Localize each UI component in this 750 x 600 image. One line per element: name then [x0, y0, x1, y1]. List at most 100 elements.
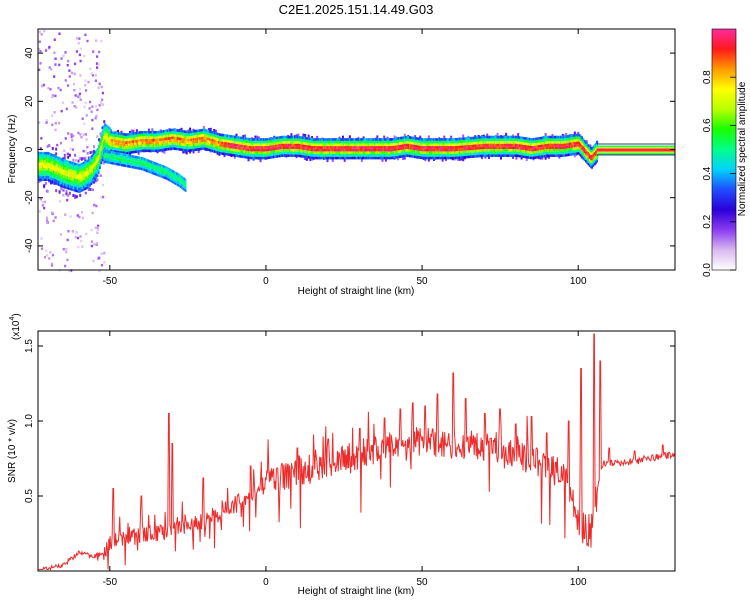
spectrogram-noise-cell: [52, 219, 55, 223]
spectrogram-trace-cell: [497, 135, 500, 139]
spectrogram-trace-cell: [275, 147, 278, 150]
spectrogram-trace-cell: [562, 149, 565, 152]
spectrogram-trace-cell: [267, 148, 270, 152]
spectrogram-trace-cell: [67, 176, 70, 180]
spectrogram-trace-cell: [441, 146, 444, 149]
spectrogram-trace-cell: [72, 188, 75, 192]
spectrogram-trace-cell: [132, 137, 135, 141]
spectrogram-trace-cell: [145, 149, 148, 153]
spectrogram-trace-cell: [140, 144, 143, 147]
spectrogram-trace-cell: [257, 143, 260, 147]
spectrogram-trace-cell: [415, 147, 417, 151]
spectrogram-trace-cell: [180, 140, 183, 143]
spectrogram-trace-cell: [437, 143, 440, 147]
spectrogram-trace-cell: [244, 142, 246, 146]
spectrogram-halo-cell: [220, 150, 223, 154]
spectrogram-trace-cell: [552, 149, 555, 152]
spectrogram-trace-cell: [195, 140, 198, 143]
spectrogram-trace-cell: [511, 149, 514, 152]
spectrogram-trace-cell: [84, 176, 86, 180]
spectrogram-trace-cell: [319, 143, 321, 147]
spectrogram-trace-cell: [332, 143, 335, 147]
spectrogram-trace-cell: [498, 154, 501, 157]
spectrogram-trace-cell: [535, 156, 537, 159]
spectrogram-trace-cell: [296, 151, 299, 155]
spectrogram-trace-cell: [250, 148, 253, 152]
spectrogram-trace-cell: [450, 148, 452, 152]
spectrogram-trace-cell: [266, 143, 269, 146]
spectrogram-trace-cell: [95, 176, 98, 179]
spectrogram-trace-cell: [165, 140, 168, 143]
spectrogram-trace-cell: [274, 136, 276, 140]
spectrogram-trace-cell: [531, 148, 534, 152]
spectrogram-trace-cell: [533, 145, 536, 149]
spectrogram-noise-cell: [68, 69, 71, 72]
spectrogram-trace-cell: [140, 136, 143, 139]
spectrogram-halo-cell: [577, 131, 580, 135]
spectrogram-trace-cell: [480, 136, 482, 139]
spectrogram-trace-cell: [260, 154, 263, 157]
spectrogram-trace-cell: [531, 140, 534, 144]
spectrogram-trace-cell: [363, 148, 366, 152]
spectrogram-trace-cell: [142, 133, 145, 137]
spectrogram-trace-cell: [192, 135, 195, 139]
spectrogram-trace-cell: [486, 151, 489, 155]
spectrogram-trace-cell: [294, 135, 296, 139]
spectrogram-trace-cell: [66, 178, 69, 182]
spectrogram-trace-cell: [60, 160, 63, 164]
spectrogram-halo-cell: [92, 180, 95, 184]
spectrogram-trace-cell: [533, 143, 536, 146]
spectrogram-trace-cell: [301, 136, 304, 140]
spectrogram-trace-cell: [71, 169, 74, 173]
spectrogram-trace-cell: [567, 140, 570, 143]
spectrogram-trace-cell: [488, 154, 491, 157]
spectrogram-halo-cell: [68, 153, 71, 157]
spectrogram-trace-cell: [82, 174, 85, 178]
spectrogram-trace-cell: [302, 136, 305, 140]
spectrogram-trace-cell: [561, 151, 564, 155]
spectrogram-trace-cell: [184, 140, 186, 144]
spectrogram-trace-cell: [69, 176, 71, 180]
spectrogram-noise-cell: [61, 101, 65, 105]
spectrogram-trace-cell: [395, 142, 397, 146]
spectrogram-trace-cell: [154, 136, 156, 139]
spectrogram-trace-cell: [316, 138, 319, 141]
spectrogram-trace-cell: [75, 178, 78, 182]
spectrogram-trace-cell: [246, 140, 249, 143]
spectrogram-trace-cell: [79, 168, 81, 172]
spectrogram-trace-cell: [282, 143, 285, 147]
spectrogram-trace-cell: [260, 151, 263, 155]
spectrogram-trace-cell: [100, 145, 103, 149]
spectrogram-trace-cell: [426, 138, 429, 141]
spectrogram-trace-cell: [510, 141, 512, 144]
spectrogram-trace-cell: [387, 154, 390, 157]
spectrogram-trace-cell: [57, 178, 60, 181]
spectrogram-trace-cell: [421, 143, 424, 146]
spectrogram-trace-cell: [74, 173, 76, 176]
spectrogram-trace-cell: [159, 143, 161, 147]
spectrogram-trace-cell: [267, 145, 270, 149]
spectrogram-trace-cell: [366, 156, 369, 160]
spectrogram-trace-cell: [157, 130, 160, 134]
spectrogram-trace-cell: [327, 148, 330, 152]
spectrogram-trace-cell: [537, 145, 540, 148]
spectrogram-trace-cell: [361, 143, 364, 147]
spectrogram-trace-cell: [161, 132, 164, 136]
spectrogram-noise-cell: [45, 254, 49, 257]
spectrogram-trace-cell: [292, 149, 295, 152]
spectrogram-trace-cell: [520, 147, 522, 150]
spectrogram-trace-cell: [172, 131, 175, 134]
spectrogram-trace-cell: [287, 151, 290, 155]
spectrogram-trace-cell: [61, 177, 64, 180]
spectrogram-trace-cell: [388, 146, 391, 149]
spectrogram-trace-cell: [92, 163, 95, 166]
spectrogram-trace-cell: [382, 148, 385, 152]
spectrogram-trace-cell: [430, 154, 432, 157]
spectrogram-trace-cell: [190, 133, 193, 136]
spectrogram-trace-cell: [583, 158, 586, 162]
spectrogram-trace-cell: [515, 146, 517, 149]
spectrogram-trace-cell: [134, 139, 136, 143]
spectrogram-trace-cell: [550, 141, 552, 144]
spectrogram-trace-cell: [134, 134, 136, 138]
spectrogram-trace-cell: [100, 158, 103, 162]
